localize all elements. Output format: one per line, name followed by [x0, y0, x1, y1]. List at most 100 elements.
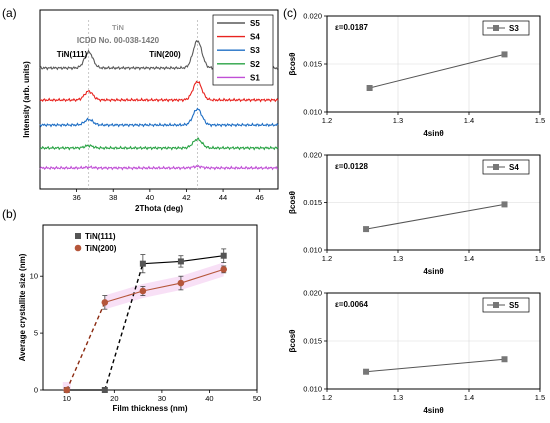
data-point-S3: [366, 85, 373, 91]
y-tick-label: 0.010: [303, 246, 322, 255]
legend-label-S4: S4: [250, 33, 260, 42]
y-tick-label: 0.010: [303, 385, 322, 394]
x-tick-label: 1.5: [535, 116, 545, 125]
panel-label-b: (b): [2, 207, 17, 221]
legend-box: [482, 297, 530, 313]
data-point-TiN(111): [177, 258, 184, 265]
x-tick-label: 1.2: [322, 116, 332, 125]
data-point-S5: [501, 356, 508, 363]
data-point-S4: [363, 226, 370, 233]
y-tick-label: 0.010: [303, 108, 322, 117]
y-tick-label: 0.020: [303, 151, 322, 160]
x-tick-label: 1.5: [535, 393, 545, 402]
x-tick-label: 36: [72, 193, 80, 202]
y-tick-label: 0: [34, 386, 38, 395]
legend-label-S2: S2: [250, 60, 260, 69]
series-line-S1: [39, 164, 278, 171]
dashed-link-TiN(111): [104, 263, 144, 391]
x-tick-label: 1.2: [322, 393, 332, 402]
plot-frame: [42, 224, 258, 391]
legend-label-S5: S5: [509, 301, 519, 310]
chart-xrd-patterns: 36 38 40 42 44 46 2Thota (deg) Intensity (arb. …: [22, 9, 279, 213]
y-tick-label: 0.020: [303, 289, 322, 298]
chart-wh-plot-s3: 1.2 1.3 1.4 1.5 0.010 0.015 0.020 4sinθ βcosθ ε=0…: [288, 12, 545, 139]
ref-card-label: TiN: [112, 23, 124, 32]
x-tick-label: 1.3: [393, 393, 403, 402]
legend-label-S3: S3: [250, 46, 260, 55]
peak-label-200: TiN(200): [149, 50, 181, 59]
x-tick-label: 1.2: [322, 254, 332, 263]
band-shade-TiN(200): [104, 262, 224, 310]
y-tick-label: 0.015: [303, 198, 322, 207]
x-tick-label: 1.5: [535, 254, 545, 263]
x-tick-label: 1.3: [393, 254, 403, 263]
series-line-S3: [39, 107, 279, 128]
y-axis-label: Intensity (arb. units): [22, 61, 31, 138]
x-tick-label: 46: [256, 193, 264, 202]
y-tick-label: 0.020: [303, 12, 322, 21]
data-point-TiN(200): [220, 266, 228, 273]
y-axis-label: βcosθ: [288, 330, 297, 353]
x-tick-label: 44: [219, 193, 227, 202]
series-line-S4: [39, 80, 279, 103]
legend-swatch-marker: [493, 164, 499, 170]
panel-label-a: (a): [2, 6, 17, 20]
legend-box: [482, 159, 530, 175]
plot-frame: [326, 15, 541, 113]
y-axis-label: Average crystallite size (nm): [18, 253, 27, 361]
panel-label-c: (c): [283, 6, 297, 20]
x-tick-label: 1.3: [393, 116, 403, 125]
data-point-S5: [363, 368, 370, 375]
y-axis-label: βcosθ: [288, 191, 297, 214]
data-point-TiN(200): [101, 299, 109, 306]
dashed-link-TiN(200): [66, 302, 106, 391]
y-tick-label: 10: [30, 272, 38, 281]
legend-swatch-TiN(200): [74, 244, 82, 252]
x-tick-label: 50: [253, 394, 261, 403]
y-axis-label: βcosθ: [288, 53, 297, 76]
x-tick-label: 1.4: [464, 254, 474, 263]
legend-label-S4: S4: [509, 163, 519, 172]
x-tick-label: 1.4: [464, 116, 474, 125]
legend-label-TiN(200): TiN(200): [85, 244, 117, 253]
strain-annotation: ε=0.0187: [335, 23, 368, 32]
x-tick-label: 10: [63, 394, 71, 403]
series-line-S3: [369, 53, 505, 89]
data-point-TiN(200): [139, 287, 147, 295]
series-line-S2: [39, 137, 279, 151]
data-point-S3: [501, 51, 508, 58]
data-point-TiN(200): [63, 386, 71, 394]
x-tick-label: 20: [110, 394, 118, 403]
strain-annotation: ε=0.0064: [335, 300, 368, 309]
data-point-S4: [501, 201, 508, 208]
x-tick-label: 38: [109, 193, 117, 202]
series-line-S5: [366, 358, 505, 373]
legend-label-TiN(111): TiN(111): [85, 232, 116, 241]
data-point-TiN(200): [177, 279, 185, 287]
data-point-TiN(111): [139, 260, 146, 267]
legend-box: [482, 20, 530, 36]
peak-label-111: TiN(111): [57, 50, 88, 59]
x-axis-label: Film thickness (nm): [112, 404, 187, 413]
y-tick-label: 5: [34, 329, 38, 338]
x-tick-label: 1.4: [464, 393, 474, 402]
y-tick-label: 0.015: [303, 60, 322, 69]
y-tick-label: 0.015: [303, 337, 322, 346]
x-tick-label: 40: [205, 394, 213, 403]
x-tick-label: 30: [158, 394, 166, 403]
data-point-TiN(111): [101, 387, 108, 393]
legend-swatch-marker: [493, 302, 499, 308]
legend-swatch-TiN(111): [75, 233, 81, 239]
series-line-S4: [365, 203, 505, 230]
legend-label-S5: S5: [250, 19, 260, 28]
plot-frame: [326, 154, 541, 251]
ref-card-number: ICDD No. 00-038-1420: [77, 36, 160, 45]
plot-frame: [326, 292, 541, 390]
band-shade-origin: [62, 382, 71, 390]
strain-annotation: ε=0.0128: [335, 162, 368, 171]
x-axis-label: 4sinθ: [423, 267, 443, 276]
x-axis-label: 4sinθ: [423, 406, 443, 415]
chart-wh-plot-s4: 1.2 1.3 1.4 1.5 0.010 0.015 0.020 4sinθ βcosθ ε=0…: [288, 151, 545, 277]
legend-label-S3: S3: [509, 24, 519, 33]
